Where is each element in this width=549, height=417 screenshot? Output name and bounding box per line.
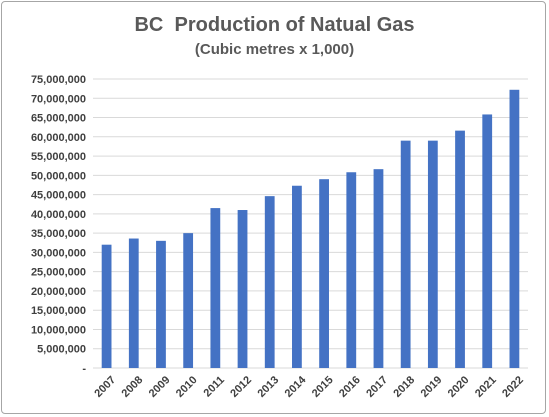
bar-2007 bbox=[101, 244, 112, 368]
bar-2014 bbox=[292, 185, 302, 368]
y-tick-label: 5,000,000 bbox=[37, 344, 86, 356]
bar-2020 bbox=[455, 130, 465, 368]
y-tick-label: 40,000,000 bbox=[31, 209, 86, 221]
x-axis-labels: 2007 2008 2009 2010 2011 2012 2013 2014 2015 2016… bbox=[92, 373, 526, 399]
x-tick-label: 2021 bbox=[473, 374, 499, 400]
bar-2021 bbox=[482, 114, 493, 368]
x-tick-label: 2020 bbox=[446, 374, 472, 400]
y-tick-label: 55,000,000 bbox=[31, 151, 86, 163]
y-tick-label: 25,000,000 bbox=[31, 267, 86, 279]
x-tick-label: 2017 bbox=[364, 374, 390, 400]
bar-2010 bbox=[183, 233, 194, 368]
y-axis-labels: - 5,000,000 10,000,000 15,000,000 20,000,000… bbox=[31, 74, 86, 375]
bar-2011 bbox=[210, 208, 221, 368]
x-tick-label: 2008 bbox=[120, 374, 146, 400]
y-tick-label: 35,000,000 bbox=[31, 228, 86, 240]
x-tick-label: 2011 bbox=[202, 374, 227, 399]
x-tick-label: 2015 bbox=[310, 374, 336, 400]
bar-2016 bbox=[346, 172, 357, 368]
x-tick-label: 2010 bbox=[174, 374, 200, 400]
y-tick-label: 70,000,000 bbox=[31, 93, 86, 105]
bar-2008 bbox=[128, 238, 139, 368]
x-tick-label: 2018 bbox=[391, 374, 417, 400]
x-tick-label: 2009 bbox=[147, 374, 173, 400]
bar-2019 bbox=[427, 140, 438, 368]
y-tick-label: 30,000,000 bbox=[31, 247, 86, 259]
x-tick-label: 2012 bbox=[228, 374, 254, 400]
chart-title: BC Production of Natual Gas bbox=[134, 14, 415, 36]
x-tick-label: 2013 bbox=[255, 374, 281, 400]
x-tick-label: 2014 bbox=[283, 373, 309, 399]
y-tick-label: 50,000,000 bbox=[31, 170, 86, 182]
bar-2017 bbox=[373, 169, 384, 368]
bar-2015 bbox=[319, 179, 329, 368]
x-tick-label: 2016 bbox=[337, 374, 363, 400]
bar-2009 bbox=[156, 240, 166, 368]
chart-subtitle: (Cubic metres x 1,000) bbox=[194, 41, 355, 58]
y-tick-label: 75,000,000 bbox=[31, 74, 86, 86]
y-tick-label: 20,000,000 bbox=[31, 286, 86, 298]
y-tick-label: 10,000,000 bbox=[31, 324, 86, 336]
bar-2013 bbox=[264, 196, 275, 368]
y-tick-label: 60,000,000 bbox=[31, 132, 86, 144]
y-tick-label: 15,000,000 bbox=[31, 305, 86, 317]
x-tick-label: 2022 bbox=[500, 374, 526, 400]
y-tick-label: 65,000,000 bbox=[31, 113, 86, 125]
bar-2012 bbox=[237, 210, 248, 368]
x-tick-label: 2007 bbox=[92, 374, 118, 400]
y-tick-label: - bbox=[82, 363, 86, 375]
bar-2022 bbox=[509, 89, 520, 368]
x-tick-label: 2019 bbox=[419, 374, 445, 400]
bars bbox=[101, 89, 520, 368]
bar-2018 bbox=[400, 140, 411, 368]
y-tick-label: 45,000,000 bbox=[31, 190, 86, 202]
